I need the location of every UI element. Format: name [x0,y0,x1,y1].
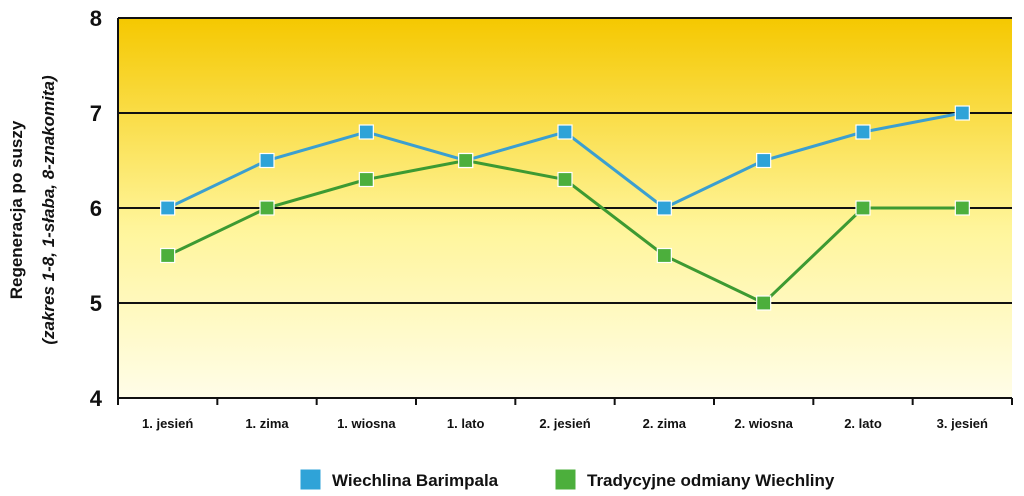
data-point [656,247,672,264]
x-tick-label: 2. wiosna [734,416,793,431]
y-tick-label-8: 8 [90,6,102,31]
data-point [855,200,871,216]
y-tick-label-6: 6 [90,196,102,221]
x-tick-label: 1. zima [245,416,289,431]
x-tick-label: 2. lato [844,416,882,431]
x-tick-label: 2. jesień [539,416,590,431]
x-tick-labels: 1. jesień 1. zima 1. wiosna 1. lato 2. jesie… [142,416,988,431]
data-point [756,295,772,311]
y-tick-label-5: 5 [90,291,102,316]
y-tick-label-7: 7 [90,101,102,126]
y-axis-label-line1: Regeneracja po suszy [7,120,26,299]
data-point [160,247,176,264]
series [160,105,970,311]
data-point [358,124,374,140]
x-tick-label: 2. zima [643,416,687,431]
legend-swatch [554,468,577,491]
data-point [259,152,275,169]
data-point [954,105,970,121]
data-point [557,124,573,140]
data-point [557,171,573,188]
legend-label: Wiechlina Barimpala [332,471,499,490]
x-tick-label: 1. lato [447,416,485,431]
data-point [954,200,970,216]
data-point [756,152,772,169]
x-tick-label: 1. wiosna [337,416,396,431]
legend-swatch [299,468,322,491]
axes [117,18,1013,405]
data-point [855,124,871,140]
legend: Wiechlina Barimpala Tradycyjne odmiany Wi… [299,468,835,491]
data-point [259,200,275,216]
data-point [160,200,176,216]
x-tick-label: 1. jesień [142,416,193,431]
y-axis-label: Regeneracja po suszy (zakres 1-8, 1-słab… [7,75,58,345]
series-2 [160,152,970,311]
data-point [458,152,474,169]
data-point [358,171,374,188]
y-axis-label-line2: (zakres 1-8, 1-słaba, 8-znakomita) [39,75,58,345]
x-tick-label: 3. jesień [937,416,988,431]
y-tick-labels: 4 5 6 7 8 [90,6,103,411]
data-point [656,200,672,216]
y-tick-label-4: 4 [90,386,103,411]
legend-label: Tradycyjne odmiany Wiechliny [587,471,835,490]
